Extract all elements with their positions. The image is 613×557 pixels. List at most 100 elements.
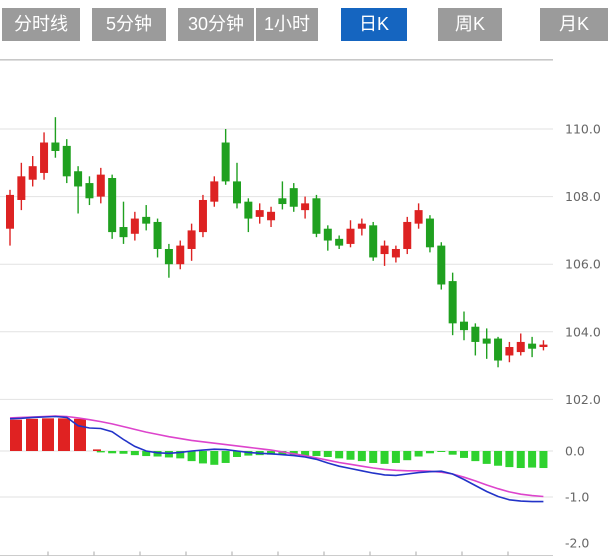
candle-body: [335, 238, 344, 246]
hist-bar-down: [380, 451, 389, 464]
candle-body: [6, 194, 14, 229]
candle-body: [255, 210, 264, 217]
hist-bar-down: [528, 451, 537, 468]
candle-body: [301, 203, 310, 211]
candle-body: [289, 188, 298, 207]
candle-body: [539, 344, 548, 348]
hist-bar-down: [482, 451, 491, 464]
hist-bar-down: [244, 451, 253, 456]
candle-body: [198, 199, 207, 233]
candle-body: [233, 181, 241, 204]
candles: [6, 117, 548, 368]
hist-bar-down: [516, 451, 525, 469]
hist-bar-down: [403, 451, 412, 461]
hist-bar-down: [357, 451, 366, 462]
hist-bar-down: [505, 451, 514, 468]
hist-bar-up: [10, 419, 22, 451]
hist-bar-up: [58, 418, 70, 451]
macd-axis-labels: 0.0 -1.0 -2.0: [565, 444, 589, 551]
hist-bar-down: [437, 451, 446, 452]
hist-bar-down: [335, 451, 344, 459]
hist-bar-up: [26, 418, 38, 451]
price-axis-label: 110.0: [565, 122, 601, 137]
candle-body: [494, 338, 503, 361]
hist-bar-down: [142, 451, 151, 457]
candle-body: [323, 228, 332, 241]
candle-body: [425, 218, 434, 248]
hist-bar-down: [448, 451, 457, 455]
hist-bar-down: [312, 451, 321, 457]
candle-body: [380, 245, 389, 255]
macd-axis-label: 0.0: [565, 444, 585, 459]
candle-body: [187, 230, 196, 249]
hist-bar-down: [323, 451, 332, 457]
hist-bar-down: [425, 451, 434, 454]
candle-body: [505, 347, 514, 356]
hist-bar-down: [369, 451, 378, 463]
candle-body: [267, 211, 276, 221]
tab-weekly-k[interactable]: 周K: [438, 8, 502, 41]
hist-bar-down: [108, 451, 117, 454]
candle-body: [403, 221, 412, 249]
hist-bar-down: [198, 451, 207, 464]
timeframe-tabbar: 分时线 5分钟 30分钟 1小时 日K 周K 月K: [0, 0, 613, 48]
candle-body: [142, 216, 151, 224]
candle-body: [210, 181, 219, 202]
candle-body: [278, 198, 287, 205]
tab-monthly-k[interactable]: 月K: [540, 8, 608, 41]
hist-bar-down: [301, 451, 310, 456]
x-axis: [0, 551, 553, 556]
hist-bar-down: [164, 451, 173, 458]
hist-bar-down: [494, 451, 503, 466]
hist-bar-down: [119, 451, 128, 454]
candle-body: [96, 174, 105, 197]
candle-body: [130, 218, 139, 234]
price-axis-label: 108.0: [565, 189, 601, 204]
candle-body: [153, 221, 162, 249]
hist-bar-up: [42, 418, 54, 451]
tab-1hour[interactable]: 1小时: [256, 8, 318, 41]
candle-body: [528, 343, 537, 349]
hist-bar-up: [93, 449, 101, 451]
candle-body: [176, 245, 185, 265]
hist-bar-down: [414, 451, 423, 457]
candle-body: [74, 171, 83, 187]
candle-body: [17, 176, 26, 200]
candle-body: [28, 166, 37, 180]
candle-body: [312, 198, 321, 234]
candle-body: [164, 248, 173, 265]
hist-bar-down: [221, 451, 230, 463]
macd-axis-label: -1.0: [565, 490, 589, 505]
macd-axis-label: -2.0: [565, 536, 589, 551]
candle-body: [40, 142, 49, 173]
hist-bar-down: [267, 451, 276, 455]
candle-body: [448, 281, 457, 324]
candle-body: [119, 227, 128, 238]
price-axis-label: 104.0: [565, 324, 601, 339]
tab-daily-k[interactable]: 日K: [341, 8, 407, 41]
candle-body: [108, 178, 117, 233]
candle-body: [221, 142, 230, 182]
hist-bar-down: [539, 451, 548, 469]
hist-bar-down: [471, 451, 480, 462]
hist-bar-down: [153, 451, 162, 457]
candle-body: [346, 228, 355, 244]
candle-body: [437, 245, 446, 285]
candle-body: [369, 225, 378, 258]
candle-body: [516, 341, 525, 353]
candle-body: [471, 326, 480, 342]
price-axis-labels: 110.0 108.0 106.0 104.0 102.0: [565, 122, 601, 407]
hist-bar-down: [391, 451, 400, 463]
candle-body: [244, 201, 253, 219]
tab-5min[interactable]: 5分钟: [92, 8, 166, 41]
hist-bar-down: [187, 451, 196, 462]
macd-gridlines: [0, 450, 553, 498]
tab-minute-line[interactable]: 分时线: [2, 8, 80, 41]
hist-bar-down: [176, 451, 185, 459]
price-axis-label: 106.0: [565, 257, 601, 272]
macd-histogram: [10, 418, 548, 469]
candle-body: [51, 142, 60, 151]
tab-30min[interactable]: 30分钟: [178, 8, 254, 41]
price-axis-label: 102.0: [565, 392, 601, 407]
